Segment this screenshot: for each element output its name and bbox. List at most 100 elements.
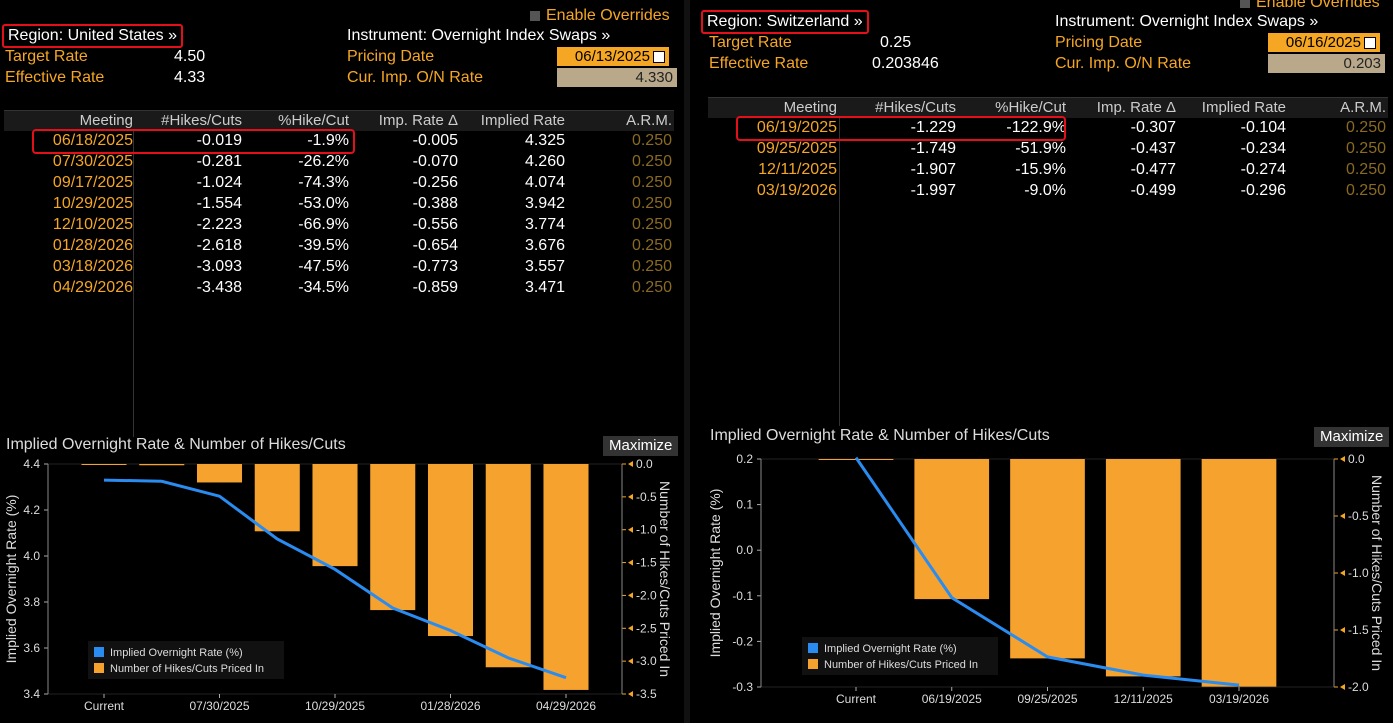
cell-pct: -15.9% [1015,161,1066,178]
x-tick-label: 03/19/2026 [1209,692,1269,706]
cell-hikes-cuts: -1.024 [196,174,242,191]
x-tick-label: 09/25/2025 [1017,692,1077,706]
enable-overrides-toggle[interactable]: Enable Overrides [530,7,670,25]
calendar-icon[interactable] [653,51,665,64]
cell-hikes-cuts: -1.907 [910,161,956,178]
cell-implied-rate: 3.942 [524,195,565,212]
cell-rate-delta: -0.859 [412,279,458,296]
cell-hikes-cuts: -1.749 [910,140,956,157]
cell-pct: -53.0% [298,195,349,212]
right-tick-arrow-icon [1340,627,1345,633]
right-tick-arrow-icon [628,493,633,500]
hikes-cuts-bar [914,459,990,600]
cell-pct: -34.5% [298,279,349,296]
chart-title: Implied Overnight Rate & Number of Hikes… [710,427,1050,444]
cell-implied-rate: 3.774 [524,216,565,233]
maximize-button[interactable]: Maximize [1314,427,1390,447]
cur-imp-field[interactable]: 0.203 [1268,54,1385,73]
col-meeting[interactable]: Meeting [79,112,133,129]
col-arm[interactable]: A.R.M. [1340,99,1386,116]
col-pct-hike-cut[interactable]: %Hike/Cut [995,99,1066,116]
hikes-cuts-bar [485,464,531,668]
cell-rate-delta: -0.388 [412,195,458,212]
checkbox-icon[interactable] [530,10,540,21]
right-tick-label: 0.0 [636,457,653,471]
cell-arm: 0.250 [631,258,672,275]
target-rate-label: Target Rate [709,34,792,51]
col-imp-rate-delta[interactable]: Imp. Rate Δ [378,112,458,129]
chart-title: Implied Overnight Rate & Number of Hikes… [6,436,346,453]
cell-rate-delta: -0.005 [412,132,458,149]
left-tick-label: -0.2 [732,634,753,648]
right-tick-arrow-icon [628,461,633,467]
cur-imp-field[interactable]: 4.330 [557,68,677,87]
target-rate-value: 4.50 [174,48,206,65]
x-tick-label: 01/28/2026 [420,699,480,713]
left-tick-label: 3.6 [23,641,40,655]
cell-arm: 0.250 [1345,161,1386,178]
cell-hikes-cuts: -1.997 [910,182,956,199]
left-tick-label: 4.4 [23,457,40,471]
legend-line-label: Implied Overnight Rate (%) [824,643,957,655]
hikes-cuts-bar [312,464,358,567]
target-rate-label: Target Rate [5,48,88,65]
col-hikes-cuts[interactable]: #Hikes/Cuts [875,99,956,116]
x-tick-label: 04/29/2026 [536,699,596,713]
col-implied-rate[interactable]: Implied Rate [480,112,565,129]
cell-pct: -122.9% [1006,119,1066,136]
col-arm[interactable]: A.R.M. [626,112,672,129]
cell-meeting: 03/19/2026 [756,182,837,199]
x-tick-label: 07/30/2025 [189,699,249,713]
cell-implied-rate: -0.296 [1240,182,1286,199]
right-tick-arrow-icon [628,592,633,599]
legend-bar-swatch [94,663,104,673]
checkbox-icon[interactable] [1240,0,1250,8]
cell-pct: -74.3% [298,174,349,191]
instrument-selector[interactable]: Instrument: Overnight Index Swaps » [1055,13,1319,30]
effective-rate-value: 0.203846 [872,55,939,72]
cell-hikes-cuts: -3.438 [196,279,242,296]
right-tick-label: -2.5 [636,621,657,635]
cell-pct: -9.0% [1024,182,1066,199]
pricing-date-field[interactable]: 06/16/2025 [1268,33,1380,52]
col-hikes-cuts[interactable]: #Hikes/Cuts [161,112,242,129]
cell-meeting: 09/25/2025 [756,140,837,157]
cell-rate-delta: -0.499 [1130,182,1176,199]
cell-arm: 0.250 [631,279,672,296]
right-tick-arrow-icon [1340,570,1345,576]
hikes-cuts-bar [1010,459,1085,659]
effective-rate-label: Effective Rate [709,55,809,72]
cell-rate-delta: -0.070 [412,153,458,170]
col-implied-rate[interactable]: Implied Rate [1201,99,1286,116]
maximize-button[interactable]: Maximize [603,436,679,456]
right-tick-label: -0.5 [1348,509,1369,523]
region-selector[interactable]: Region: United States » [2,24,183,48]
x-tick-label: Current [836,692,877,706]
cell-pct: -51.9% [1015,140,1066,157]
instrument-selector[interactable]: Instrument: Overnight Index Swaps » [347,27,611,44]
enable-overrides-toggle[interactable]: Enable Overrides [1240,0,1380,12]
right-tick-label: -1.5 [1348,623,1369,637]
cell-arm: 0.250 [631,216,672,233]
col-imp-rate-delta[interactable]: Imp. Rate Δ [1096,99,1176,116]
col-meeting[interactable]: Meeting [783,99,837,116]
pricing-date-field[interactable]: 06/13/2025 [557,47,669,66]
cell-pct: -47.5% [298,258,349,275]
cell-meeting: 10/29/2025 [52,195,133,212]
left-tick-label: 0.1 [736,498,753,512]
x-tick-label: Current [84,699,125,713]
cell-hikes-cuts: -2.618 [196,237,242,254]
cell-arm: 0.250 [1345,140,1386,157]
region-selector[interactable]: Region: Switzerland » [701,10,869,34]
cell-arm: 0.250 [631,132,672,149]
calendar-icon[interactable] [1364,37,1376,50]
cell-meeting: 06/18/2025 [52,132,133,149]
cell-implied-rate: -0.234 [1240,140,1286,157]
legend-bar-label: Number of Hikes/Cuts Priced In [824,659,978,671]
table-header: Meeting #Hikes/Cuts %Hike/Cut Imp. Rate … [4,111,674,131]
col-pct-hike-cut[interactable]: %Hike/Cut [278,112,349,129]
right-tick-arrow-icon [1340,456,1345,462]
x-tick-label: 10/29/2025 [305,699,365,713]
cur-imp-label: Cur. Imp. O/N Rate [1055,55,1192,72]
cell-meeting: 09/17/2025 [52,174,133,191]
